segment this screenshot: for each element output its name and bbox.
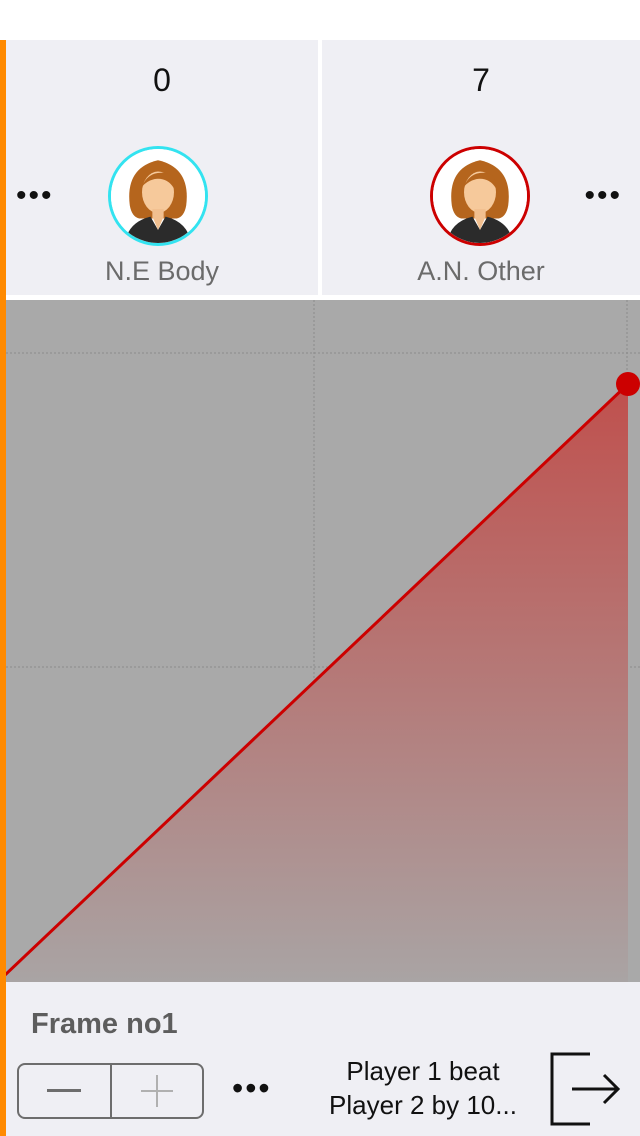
series-point[interactable]: [616, 372, 640, 396]
player-2-avatar[interactable]: [430, 146, 530, 246]
series-line: [6, 382, 630, 977]
more-options-icon[interactable]: •••: [232, 1070, 272, 1106]
minus-icon: [47, 1089, 82, 1092]
exit-button[interactable]: [546, 1052, 624, 1126]
bottom-bar: Frame no1 ••• Player 1 beat Player 2 by …: [6, 982, 640, 1136]
series-points: [616, 372, 640, 396]
stepper-minus-button[interactable]: [19, 1065, 112, 1117]
frame-stepper[interactable]: [17, 1063, 204, 1119]
player-1-more-icon[interactable]: •••: [16, 179, 54, 212]
result-text-line-2: Player 2 by 10...: [329, 1090, 517, 1120]
frame-label: Frame no1: [31, 1008, 178, 1040]
player-2-more-icon[interactable]: •••: [584, 179, 622, 212]
accent-bar: [0, 40, 6, 1136]
stepper-plus-button[interactable]: [112, 1065, 203, 1117]
player-1-avatar[interactable]: [108, 146, 208, 246]
female-avatar-icon: [111, 149, 205, 243]
player-1-panel: 0 ••• N.E Body: [6, 40, 318, 295]
player-2-score: 7: [472, 62, 490, 98]
score-chart: [6, 300, 640, 982]
female-avatar-icon: [433, 149, 527, 243]
player-2-name: A.N. Other: [417, 256, 545, 286]
result-text: Player 1 beat Player 2 by 10...: [306, 1054, 540, 1122]
player-1-name: N.E Body: [104, 256, 220, 286]
exit-icon: [550, 1052, 621, 1126]
score-chart-svg: [6, 300, 640, 982]
plus-icon: [140, 1075, 173, 1107]
player-2-panel: 7 ••• A.N. Other: [322, 40, 640, 295]
player-1-score: 0: [153, 62, 171, 98]
result-text-line-1: Player 1 beat: [346, 1056, 500, 1086]
